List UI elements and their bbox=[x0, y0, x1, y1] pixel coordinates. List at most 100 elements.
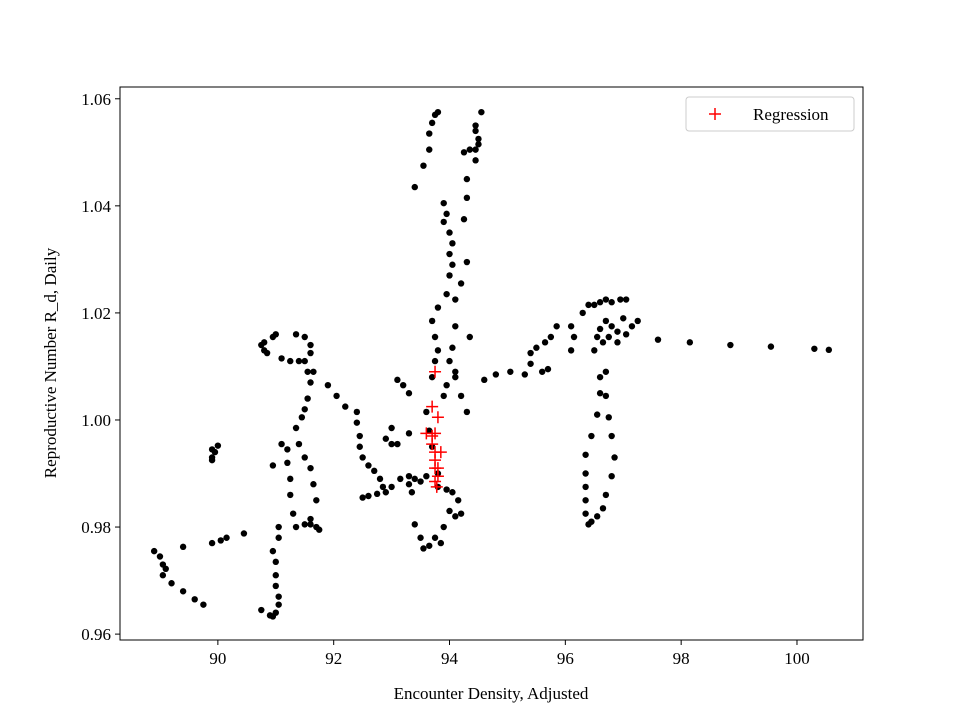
dot-marker bbox=[475, 135, 482, 143]
dot-marker bbox=[162, 565, 169, 573]
dot-marker bbox=[426, 146, 433, 153]
y-tick-label: 1.00 bbox=[81, 411, 111, 430]
y-tick-label: 0.96 bbox=[81, 625, 111, 644]
dot-marker bbox=[159, 572, 167, 579]
dot-marker bbox=[527, 349, 534, 357]
x-tick-label: 96 bbox=[557, 649, 574, 668]
dot-marker bbox=[593, 411, 601, 418]
dot-marker bbox=[582, 483, 589, 491]
dot-marker bbox=[307, 379, 314, 386]
dot-marker bbox=[567, 347, 575, 354]
dot-marker bbox=[292, 424, 300, 432]
dot-marker bbox=[457, 510, 465, 517]
dot-marker bbox=[168, 580, 175, 587]
x-tick-label: 94 bbox=[441, 649, 459, 668]
dot-marker bbox=[452, 323, 459, 330]
dot-marker bbox=[353, 408, 361, 416]
dot-marker bbox=[605, 414, 612, 421]
dot-marker bbox=[446, 272, 453, 279]
dot-marker bbox=[602, 392, 610, 400]
dot-marker bbox=[428, 373, 436, 381]
dot-marker bbox=[460, 149, 468, 156]
dot-marker bbox=[394, 376, 401, 384]
dot-marker bbox=[275, 534, 282, 541]
dot-marker bbox=[292, 523, 300, 531]
dot-marker bbox=[608, 299, 615, 306]
dot-marker bbox=[767, 343, 775, 350]
dot-marker bbox=[208, 456, 216, 464]
dot-marker bbox=[591, 301, 598, 309]
dot-marker bbox=[472, 122, 479, 129]
dot-marker bbox=[292, 331, 300, 338]
dot-marker bbox=[301, 521, 308, 528]
dot-marker bbox=[284, 459, 291, 467]
dot-marker bbox=[272, 572, 279, 579]
dot-marker bbox=[191, 596, 198, 603]
dot-marker bbox=[156, 553, 164, 560]
dot-marker bbox=[582, 470, 589, 477]
dot-marker bbox=[443, 486, 450, 493]
dot-marker bbox=[527, 360, 534, 367]
dot-marker bbox=[382, 489, 390, 496]
dot-marker bbox=[811, 345, 818, 352]
dot-marker bbox=[428, 119, 436, 127]
dot-marker bbox=[275, 523, 282, 531]
dot-marker bbox=[457, 392, 465, 400]
dot-marker bbox=[428, 317, 436, 325]
dot-marker bbox=[599, 339, 607, 346]
dot-marker bbox=[478, 108, 485, 116]
dot-marker bbox=[217, 537, 224, 544]
dot-marker bbox=[599, 505, 607, 512]
dot-marker bbox=[307, 349, 314, 357]
dot-marker bbox=[324, 381, 332, 389]
dot-marker bbox=[307, 341, 314, 349]
dot-marker bbox=[614, 339, 621, 346]
dot-marker bbox=[455, 497, 462, 504]
dot-marker bbox=[608, 323, 615, 330]
dot-marker bbox=[405, 430, 413, 437]
dot-marker bbox=[373, 490, 381, 498]
dot-marker bbox=[466, 146, 473, 153]
y-tick-label: 1.02 bbox=[81, 304, 111, 323]
dot-marker bbox=[463, 194, 471, 202]
dot-marker bbox=[211, 448, 219, 456]
dot-marker bbox=[585, 301, 592, 309]
dot-marker bbox=[287, 357, 294, 365]
dot-marker bbox=[431, 534, 439, 541]
dot-marker bbox=[452, 296, 459, 303]
dot-marker bbox=[405, 481, 413, 488]
dot-marker bbox=[434, 108, 442, 116]
dot-marker bbox=[307, 515, 314, 523]
dot-marker bbox=[579, 309, 586, 317]
dot-marker bbox=[611, 454, 618, 461]
dot-marker bbox=[431, 357, 439, 365]
dot-marker bbox=[475, 141, 482, 148]
dot-marker bbox=[301, 454, 308, 461]
dot-marker bbox=[825, 346, 833, 354]
plus-marker bbox=[429, 427, 442, 440]
dot-marker bbox=[426, 427, 433, 434]
dot-marker bbox=[617, 296, 624, 303]
dot-marker bbox=[301, 333, 308, 341]
dot-marker bbox=[446, 357, 453, 365]
dot-marker bbox=[272, 558, 279, 566]
dot-marker bbox=[588, 432, 595, 440]
dot-marker bbox=[223, 534, 230, 541]
dot-marker bbox=[298, 414, 306, 421]
plus-marker bbox=[431, 411, 444, 424]
dot-marker bbox=[582, 497, 589, 504]
dot-marker bbox=[605, 333, 612, 341]
dot-marker bbox=[405, 472, 413, 480]
dot-marker bbox=[417, 478, 424, 485]
dot-marker bbox=[214, 442, 222, 449]
dot-marker bbox=[150, 547, 158, 555]
legend-marker bbox=[709, 108, 721, 120]
dot-marker bbox=[588, 518, 595, 525]
plus-marker bbox=[431, 470, 444, 483]
dot-marker bbox=[399, 381, 407, 389]
dot-marker bbox=[449, 261, 456, 268]
dot-marker bbox=[179, 588, 187, 595]
dot-marker bbox=[301, 406, 308, 413]
dot-marker bbox=[304, 368, 311, 375]
